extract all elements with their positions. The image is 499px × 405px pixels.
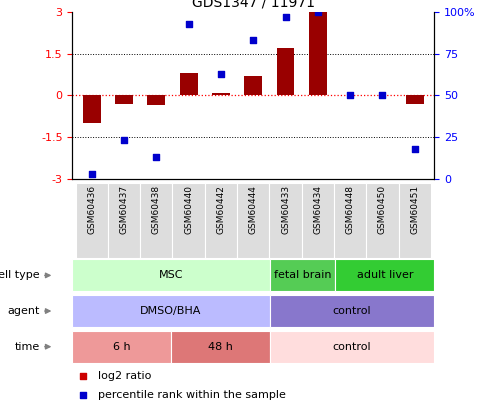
- Text: fetal brain: fetal brain: [274, 271, 331, 280]
- Bar: [245, 76, 262, 96]
- Point: [314, 9, 322, 15]
- Bar: [171, 330, 269, 363]
- Text: MSC: MSC: [159, 271, 183, 280]
- Bar: [406, 96, 424, 104]
- Text: GSM60436: GSM60436: [87, 185, 96, 234]
- Text: GSM60450: GSM60450: [378, 185, 387, 234]
- Text: control: control: [333, 306, 371, 316]
- Bar: [269, 183, 302, 258]
- Text: adult liver: adult liver: [357, 271, 413, 280]
- Text: 6 h: 6 h: [113, 342, 131, 352]
- Bar: [335, 259, 434, 292]
- Point: [79, 373, 87, 379]
- Point: [249, 37, 257, 44]
- Text: time: time: [14, 342, 40, 352]
- Bar: [180, 73, 198, 96]
- Point: [152, 154, 160, 160]
- Text: GSM60448: GSM60448: [346, 185, 355, 234]
- Point: [217, 70, 225, 77]
- Point: [79, 392, 87, 398]
- Bar: [237, 183, 269, 258]
- Point: [120, 137, 128, 143]
- Text: GSM60440: GSM60440: [184, 185, 193, 234]
- Text: log2 ratio: log2 ratio: [98, 371, 151, 381]
- Bar: [108, 183, 140, 258]
- Bar: [148, 96, 165, 105]
- Bar: [205, 183, 237, 258]
- Text: GSM60437: GSM60437: [120, 185, 129, 234]
- Text: GSM60438: GSM60438: [152, 185, 161, 234]
- Point: [346, 92, 354, 99]
- Text: cell type: cell type: [0, 271, 40, 280]
- Bar: [115, 96, 133, 104]
- Bar: [140, 183, 173, 258]
- Bar: [366, 183, 399, 258]
- Text: GSM60433: GSM60433: [281, 185, 290, 234]
- Bar: [83, 96, 101, 123]
- Bar: [72, 259, 269, 292]
- Bar: [212, 93, 230, 96]
- Text: GSM60451: GSM60451: [410, 185, 419, 234]
- Bar: [334, 183, 366, 258]
- Text: DMSO/BHA: DMSO/BHA: [140, 306, 202, 316]
- Bar: [269, 330, 434, 363]
- Bar: [75, 183, 108, 258]
- Text: GSM60442: GSM60442: [217, 185, 226, 234]
- Text: 48 h: 48 h: [208, 342, 233, 352]
- Bar: [399, 183, 431, 258]
- Bar: [276, 48, 294, 96]
- Bar: [269, 295, 434, 327]
- Bar: [72, 295, 269, 327]
- Bar: [302, 183, 334, 258]
- Point: [88, 171, 96, 177]
- Text: agent: agent: [7, 306, 40, 316]
- Point: [185, 21, 193, 27]
- Bar: [72, 330, 171, 363]
- Text: GSM60444: GSM60444: [249, 185, 258, 234]
- Bar: [173, 183, 205, 258]
- Title: GDS1347 / 11971: GDS1347 / 11971: [192, 0, 315, 10]
- Text: control: control: [333, 342, 371, 352]
- Bar: [269, 259, 335, 292]
- Point: [378, 92, 386, 99]
- Text: percentile rank within the sample: percentile rank within the sample: [98, 390, 285, 400]
- Text: GSM60434: GSM60434: [313, 185, 322, 234]
- Point: [411, 145, 419, 152]
- Point: [281, 14, 289, 20]
- Bar: [309, 12, 327, 96]
